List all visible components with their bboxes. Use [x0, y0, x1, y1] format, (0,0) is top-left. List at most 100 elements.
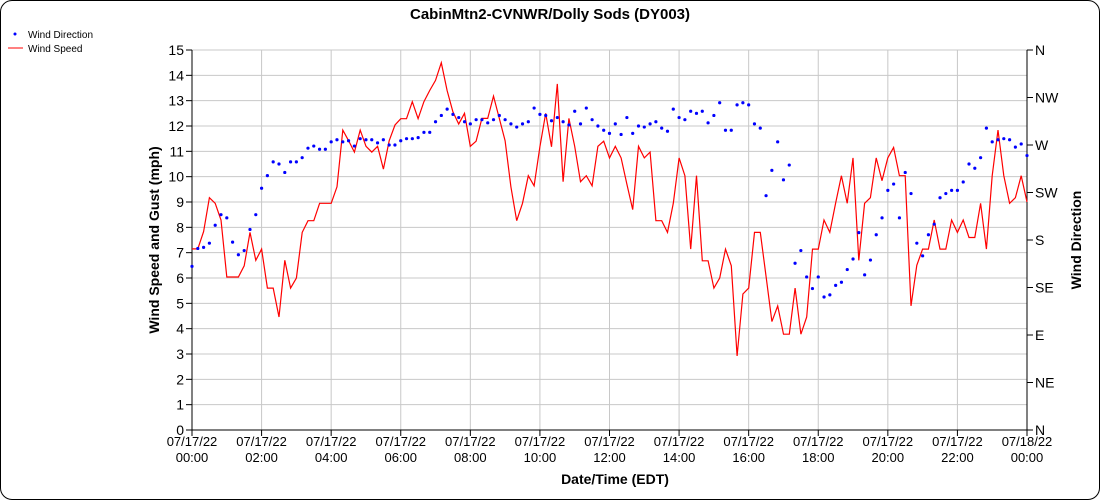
wind-direction-point — [996, 138, 1000, 142]
wind-direction-point — [201, 245, 206, 249]
wind-direction-point — [428, 130, 432, 134]
wind-direction-point — [625, 115, 629, 120]
y-tick-label: 11 — [169, 143, 184, 159]
y-tick-label: 0 — [176, 422, 184, 438]
wind-direction-point — [277, 162, 281, 166]
wind-direction-point — [973, 166, 977, 170]
wind-direction-point — [874, 233, 878, 237]
wind-direction-point — [979, 156, 983, 160]
wind-direction-point — [346, 139, 351, 143]
y2-axis-title: Wind Direction — [1068, 191, 1084, 290]
wind-direction-point — [660, 126, 664, 130]
wind-direction-point — [938, 196, 942, 200]
wind-direction-point — [752, 122, 757, 126]
wind-direction-point — [921, 254, 925, 258]
wind-direction-point — [729, 128, 733, 132]
wind-direction-point — [712, 113, 716, 118]
wind-direction-point — [358, 137, 362, 141]
wind-direction-point — [654, 120, 658, 124]
wind-direction-point — [242, 248, 246, 253]
wind-direction-point — [776, 140, 780, 144]
wind-direction-point — [549, 119, 554, 123]
wind-direction-point — [1019, 142, 1023, 146]
wind-direction-point — [509, 122, 513, 126]
wind-direction-point — [317, 147, 322, 151]
wind-direction-point — [532, 106, 536, 110]
wind-direction-point — [445, 107, 449, 111]
wind-direction-point — [642, 125, 646, 129]
wind-direction-point — [561, 120, 565, 124]
legend-speed-label: Wind Speed — [28, 44, 82, 55]
y-tick-label: 2 — [176, 371, 184, 387]
wind-direction-point — [892, 182, 896, 186]
x-tick-label-time: 12:00 — [593, 450, 626, 465]
wind-direction-point — [955, 188, 960, 192]
wind-direction-point — [439, 113, 443, 118]
wind-direction-point — [747, 103, 751, 107]
wind-direction-point — [457, 115, 461, 120]
wind-direction-point — [735, 103, 739, 107]
wind-direction-point — [468, 122, 472, 126]
wind-direction-point — [375, 141, 380, 145]
y-tick-label: 1 — [176, 397, 184, 413]
wind-direction-point — [816, 275, 820, 279]
wind-direction-point — [613, 122, 617, 126]
x-tick-label-time: 14:00 — [663, 450, 696, 465]
wind-direction-point — [781, 178, 786, 182]
y-tick-label: 13 — [168, 93, 184, 109]
x-tick-label-time: 08:00 — [454, 450, 487, 465]
x-tick-label-time: 02:00 — [245, 450, 278, 465]
wind-direction-point — [323, 147, 327, 151]
y-tick-label: 3 — [176, 346, 184, 362]
y-tick-label: 5 — [176, 295, 184, 311]
wind-direction-point — [335, 138, 339, 142]
wind-direction-point — [312, 144, 316, 148]
wind-direction-point — [503, 118, 507, 122]
wind-direction-point — [984, 126, 989, 130]
y2-tick-label: S — [1035, 232, 1044, 248]
wind-direction-point — [694, 111, 699, 115]
x-tick-label-time: 10:00 — [524, 450, 557, 465]
x-tick-label-date: 07/17/22 — [584, 434, 635, 449]
wind-direction-point — [497, 113, 501, 118]
wind-direction-point — [990, 140, 994, 144]
x-axis-title: Date/Time (EDT) — [561, 471, 669, 487]
y-tick-label: 6 — [176, 270, 184, 286]
wind-direction-point — [544, 113, 548, 118]
wind-direction-point — [1025, 153, 1029, 158]
wind-direction-point — [828, 293, 832, 297]
y-tick-label: 9 — [176, 194, 184, 210]
wind-direction-point — [480, 118, 484, 122]
x-tick-label-date: 07/17/22 — [445, 434, 496, 449]
wind-direction-point — [915, 241, 919, 245]
wind-direction-point — [932, 222, 936, 226]
wind-direction-point — [845, 267, 849, 272]
wind-direction-point — [410, 137, 414, 141]
wind-direction-point — [219, 213, 223, 217]
x-tick-label-date: 07/17/22 — [236, 434, 287, 449]
wind-direction-point — [254, 213, 258, 217]
wind-direction-point — [961, 180, 965, 184]
wind-direction-point — [602, 128, 606, 132]
wind-direction-point — [758, 126, 762, 130]
wind-direction-point — [926, 233, 931, 237]
y-tick-label: 15 — [168, 42, 184, 58]
wind-direction-point — [886, 188, 890, 192]
y2-tick-label: N — [1035, 422, 1045, 438]
wind-direction-point — [909, 191, 913, 196]
wind-direction-point — [451, 112, 455, 116]
wind-direction-point — [538, 112, 542, 116]
x-tick-label-date: 07/17/22 — [167, 434, 218, 449]
y-tick-label: 10 — [168, 169, 184, 185]
wind-direction-point — [271, 160, 275, 164]
wind-direction-point — [851, 257, 855, 261]
x-tick-label-time: 22:00 — [941, 450, 974, 465]
wind-direction-point — [288, 160, 293, 164]
wind-direction-point — [590, 118, 594, 122]
wind-direction-point — [230, 240, 235, 244]
wind-direction-point — [248, 227, 252, 232]
wind-direction-point — [764, 194, 768, 198]
wind-direction-point — [294, 160, 298, 164]
legend-direction-label: Wind Direction — [28, 30, 93, 41]
